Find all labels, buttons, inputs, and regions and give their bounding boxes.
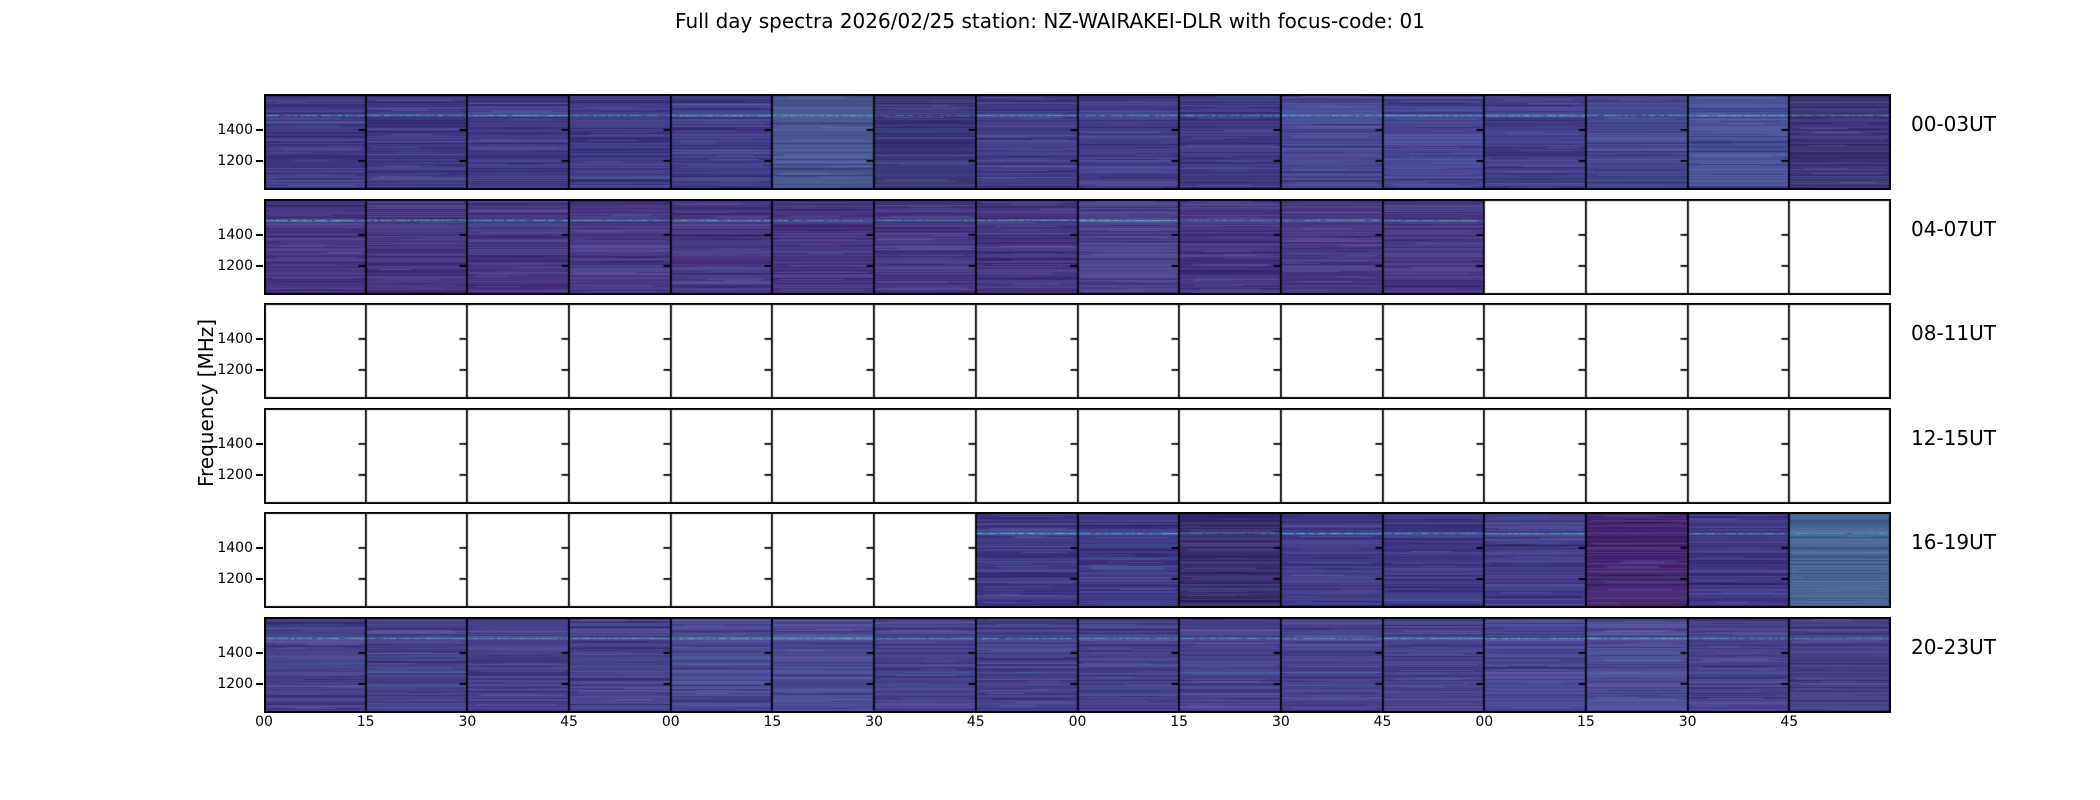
row-label-04-07UT: 04-07UT <box>1911 216 1996 241</box>
spectrogram-canvas-04-07UT <box>264 198 1891 295</box>
y-tick-label: 1200 <box>217 257 253 274</box>
y-tick-mark <box>256 547 263 550</box>
y-tick-label: 1200 <box>217 466 253 483</box>
spectrogram-canvas-20-23UT <box>264 617 1891 713</box>
spectrogram-canvas-12-15UT <box>264 407 1891 504</box>
y-tick-mark <box>256 264 263 267</box>
x-tick-label: 00 <box>661 714 680 730</box>
row-label-20-23UT: 20-23UT <box>1911 635 1996 659</box>
row-label-00-03UT: 00-03UT <box>1911 112 1996 136</box>
spectrogram-canvas-00-03UT <box>264 94 1891 190</box>
x-tick-label: 30 <box>1678 714 1697 730</box>
y-tick-mark <box>256 160 263 162</box>
y-tick-mark <box>256 442 263 445</box>
row-label-08-11UT: 08-11UT <box>1911 321 1996 346</box>
y-tick-label: 1200 <box>217 571 253 588</box>
spectrogram-canvas-08-11UT <box>264 303 1891 400</box>
y-tick-mark <box>256 369 263 372</box>
x-tick-label: 45 <box>1780 714 1799 730</box>
spectrogram-row-12-15UT <box>264 407 1891 504</box>
x-tick-label: 30 <box>458 714 477 730</box>
y-tick-mark <box>256 652 263 654</box>
x-tick-label: 00 <box>1475 714 1494 730</box>
x-tick-label: 15 <box>1577 714 1595 730</box>
plot-title: Full day spectra 2026/02/25 station: NZ-… <box>675 9 1425 33</box>
y-tick-mark <box>256 578 263 581</box>
spectrogram-row-04-07UT <box>264 198 1891 295</box>
y-tick-label: 1400 <box>217 331 253 348</box>
spectrogram-row-16-19UT <box>264 512 1891 609</box>
y-tick-label: 1400 <box>217 540 253 557</box>
x-tick-label: 45 <box>560 714 578 730</box>
y-tick-mark <box>256 473 263 476</box>
row-label-16-19UT: 16-19UT <box>1911 530 1996 555</box>
x-tick-label: 00 <box>1068 714 1087 730</box>
x-tick-label: 45 <box>1373 714 1392 730</box>
spectrogram-canvas-16-19UT <box>264 512 1891 609</box>
y-tick-mark <box>256 338 263 341</box>
spectrogram-row-00-03UT <box>264 94 1891 190</box>
y-tick-label: 1400 <box>217 645 253 661</box>
y-tick-mark <box>256 683 263 685</box>
x-tick-label: 00 <box>255 714 273 730</box>
x-tick-label: 15 <box>356 714 375 730</box>
x-tick-label: 30 <box>1271 714 1290 730</box>
y-tick-label: 1400 <box>217 435 253 452</box>
y-tick-label: 1200 <box>217 153 253 169</box>
spectrogram-row-20-23UT <box>264 617 1891 713</box>
y-tick-label: 1400 <box>217 226 253 243</box>
row-label-12-15UT: 12-15UT <box>1911 425 1996 450</box>
y-tick-mark <box>256 129 263 131</box>
y-tick-mark <box>256 233 263 236</box>
spectrogram-row-08-11UT <box>264 303 1891 400</box>
x-tick-label: 45 <box>966 714 985 730</box>
y-tick-label: 1200 <box>217 362 253 379</box>
y-tick-label: 1400 <box>217 122 253 138</box>
x-tick-label: 30 <box>865 714 884 730</box>
x-tick-label: 15 <box>763 714 782 730</box>
x-tick-label: 15 <box>1170 714 1189 730</box>
y-tick-label: 1200 <box>217 676 253 692</box>
